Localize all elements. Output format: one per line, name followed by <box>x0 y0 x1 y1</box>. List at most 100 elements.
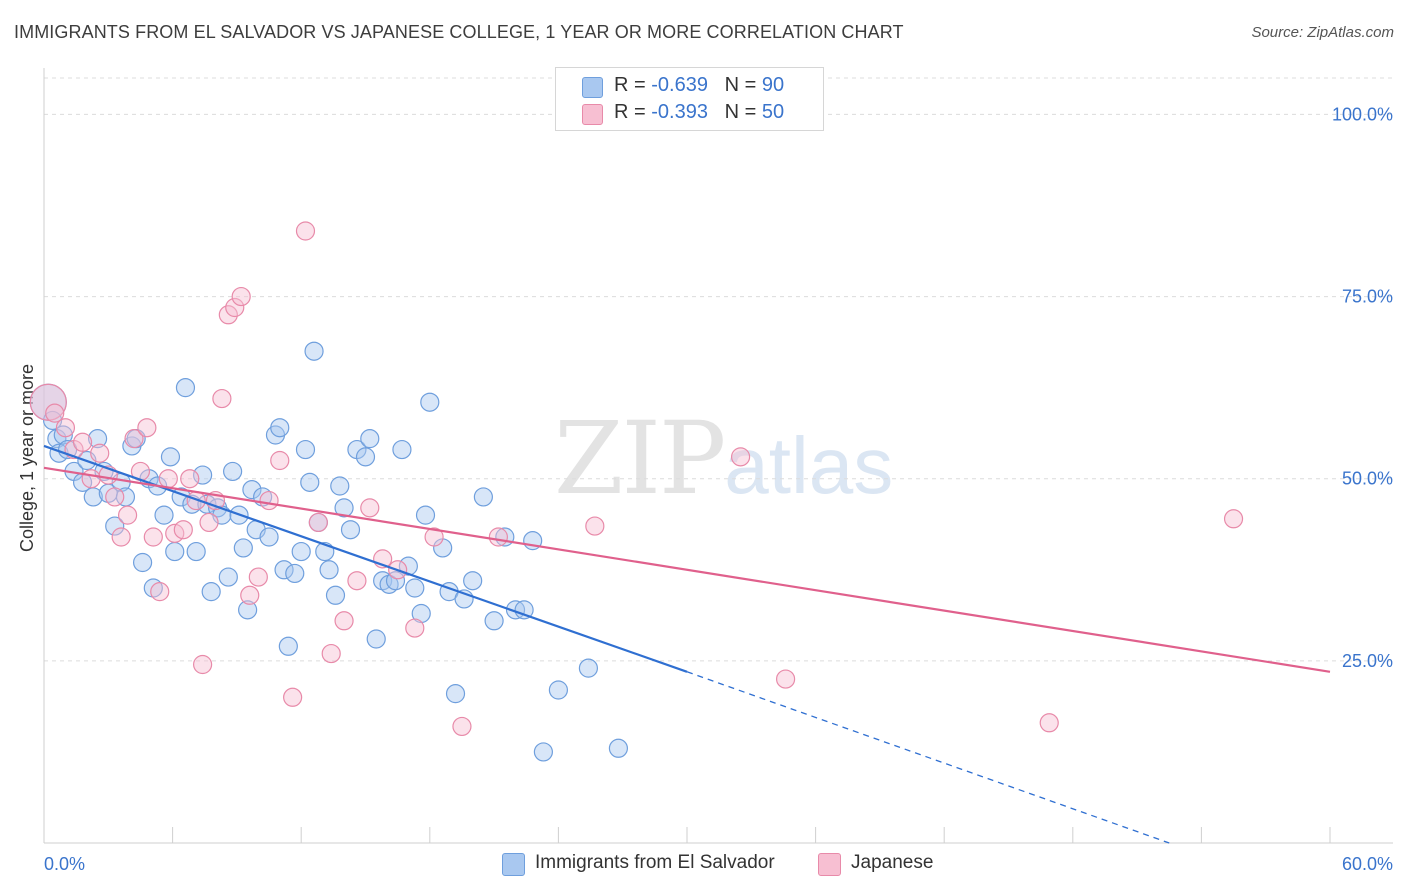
watermark: ZIPatlas <box>554 400 893 517</box>
data-point <box>1223 509 1244 529</box>
data-point <box>1039 713 1059 733</box>
data-point <box>420 392 440 412</box>
series-japanese-points <box>29 221 1244 737</box>
data-point <box>173 520 193 540</box>
data-point <box>578 658 599 678</box>
data-point <box>424 527 444 547</box>
legend-r-value: -0.393 <box>651 101 708 123</box>
data-point <box>274 560 294 580</box>
legend-n-label: N = <box>724 74 762 96</box>
data-point <box>223 461 243 482</box>
data-point <box>105 516 125 536</box>
data-point <box>355 447 376 467</box>
data-point <box>775 669 796 689</box>
data-point <box>484 611 504 631</box>
data-point <box>90 443 110 463</box>
x-tick-label: 0.0% <box>44 854 85 874</box>
data-point <box>225 297 245 318</box>
data-point <box>45 403 65 423</box>
data-point <box>193 465 213 485</box>
data-point <box>270 450 290 471</box>
data-point <box>325 585 346 605</box>
data-point <box>218 567 238 587</box>
data-point <box>111 527 131 547</box>
data-point <box>175 378 196 398</box>
data-point <box>533 742 553 762</box>
data-point <box>143 578 163 598</box>
data-point <box>132 552 153 573</box>
data-point <box>334 611 354 631</box>
data-point <box>730 447 751 467</box>
data-point <box>158 469 178 489</box>
data-point <box>278 636 298 656</box>
data-point <box>415 505 436 525</box>
data-point <box>259 490 279 511</box>
data-point <box>87 429 108 449</box>
data-point <box>405 618 425 638</box>
data-point <box>334 498 354 518</box>
data-point <box>585 516 605 536</box>
data-point <box>308 512 328 533</box>
data-point <box>233 538 253 558</box>
bottom-legend-swatch-japanese <box>818 853 841 876</box>
data-point <box>212 388 232 409</box>
data-point <box>445 684 466 704</box>
legend-n-label: N = <box>724 101 762 123</box>
data-point <box>186 541 206 562</box>
data-point <box>285 563 305 584</box>
data-point <box>231 286 251 307</box>
x-tick-label: 60.0% <box>1342 854 1393 874</box>
chart-title: IMMIGRANTS FROM EL SALVADOR VS JAPANESE … <box>14 22 904 42</box>
source-label: Source: ZipAtlas.com <box>1251 24 1394 41</box>
data-point <box>199 512 219 533</box>
data-point <box>259 527 279 547</box>
data-point <box>608 738 629 758</box>
data-point <box>248 567 268 587</box>
data-point <box>81 469 101 489</box>
data-point <box>340 520 361 540</box>
data-point <box>218 305 238 325</box>
data-point <box>165 541 185 562</box>
data-point <box>143 527 163 547</box>
data-point <box>160 447 181 467</box>
data-point <box>283 687 303 707</box>
data-point <box>72 432 93 452</box>
data-point <box>405 578 425 598</box>
data-point <box>124 429 144 449</box>
bottom-legend-swatch-el-salvador <box>502 853 525 876</box>
data-point <box>304 341 324 361</box>
legend-n-value: 50 <box>761 101 785 123</box>
legend-swatch-japanese <box>582 104 603 125</box>
data-point <box>201 582 221 602</box>
data-point <box>360 429 380 449</box>
data-point <box>321 643 341 664</box>
data-point <box>193 654 213 675</box>
data-point <box>473 487 493 507</box>
data-point <box>105 487 125 507</box>
data-point <box>53 425 73 445</box>
series-el-salvador-points <box>29 341 629 762</box>
data-point <box>270 418 290 438</box>
data-point <box>452 716 472 737</box>
data-point <box>360 498 380 518</box>
data-point <box>514 600 534 620</box>
data-point <box>330 476 350 496</box>
watermark-zip: ZIP <box>554 400 726 517</box>
data-point <box>548 680 569 700</box>
data-point <box>398 556 418 576</box>
bottom-legend-label: Immigrants from El Salvador <box>535 852 775 873</box>
data-point <box>154 505 174 525</box>
data-point <box>117 505 138 525</box>
data-point <box>137 418 157 438</box>
data-point <box>488 527 508 547</box>
data-point <box>55 418 76 438</box>
data-point <box>366 629 386 649</box>
y-tick-label: 50.0% <box>1342 469 1393 489</box>
watermark-atlas: atlas <box>724 421 894 510</box>
y-tick-label: 75.0% <box>1342 287 1393 307</box>
data-point <box>180 469 200 489</box>
data-point <box>392 439 412 460</box>
data-point <box>319 560 339 580</box>
trend-line-el-salvador-extension <box>686 671 1170 844</box>
